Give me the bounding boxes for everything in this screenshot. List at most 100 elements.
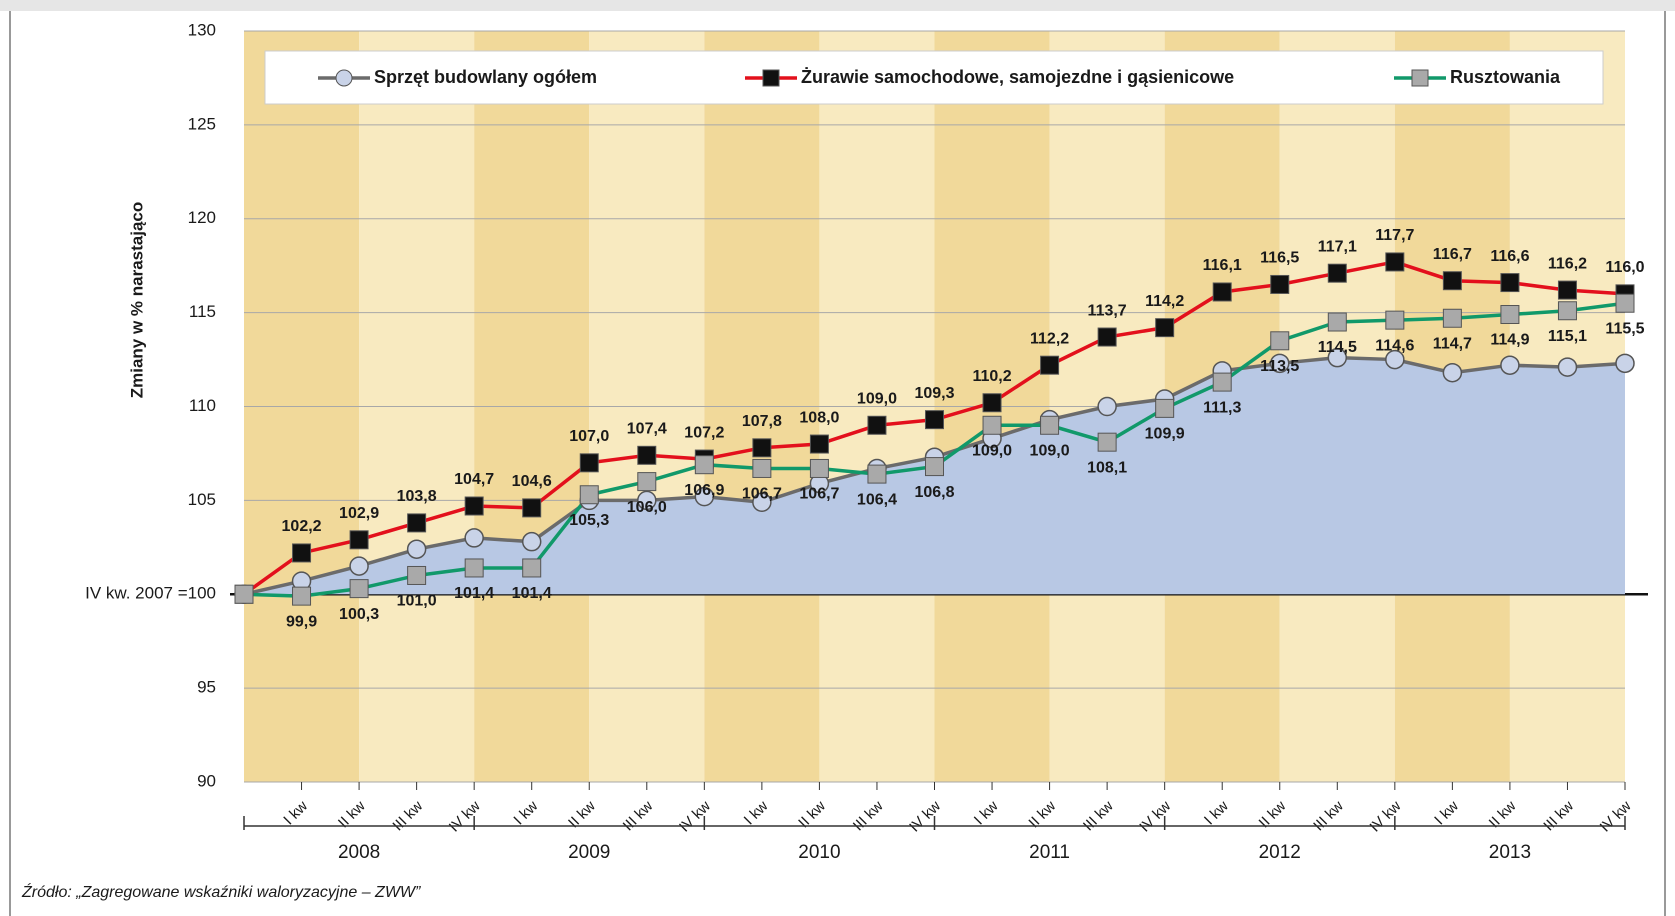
value-label: 104,7 <box>454 471 494 488</box>
marker <box>752 458 772 478</box>
y-tick-label: IV kw. 2007 =100 <box>85 584 216 603</box>
marker <box>1270 331 1290 351</box>
marker <box>579 485 599 505</box>
x-tick-label: I kw <box>1431 797 1462 828</box>
marker <box>694 486 715 507</box>
marker <box>1040 415 1060 435</box>
marker <box>522 498 542 518</box>
marker <box>1097 396 1117 417</box>
marker <box>407 513 427 533</box>
marker <box>1040 355 1060 375</box>
value-label: 105,3 <box>569 512 609 529</box>
year-label: 2012 <box>1259 842 1301 863</box>
value-label: 101,4 <box>454 585 494 602</box>
marker <box>464 496 484 516</box>
value-label: 101,4 <box>512 585 552 602</box>
value-label: 109,0 <box>1030 442 1070 459</box>
year-label: 2009 <box>568 842 610 863</box>
y-axis-label: Zmiany w % narastająco <box>127 202 146 399</box>
y-tick-label: 125 <box>188 114 216 133</box>
x-tick-label: I kw <box>1201 797 1232 828</box>
marker <box>1327 263 1347 283</box>
value-label: 115,1 <box>1548 328 1587 345</box>
x-tick-label: III kw <box>850 798 887 835</box>
y-tick-label: 120 <box>188 208 216 227</box>
marker <box>694 455 714 475</box>
legend-label: Żurawie samochodowe, samojezdne i gąsien… <box>801 67 1234 87</box>
year-label: 2011 <box>1029 842 1070 863</box>
marker <box>809 458 829 478</box>
marker <box>1500 305 1520 325</box>
marker <box>1155 398 1175 418</box>
source: Źródło: „Zagregowane wskaźniki waloryzac… <box>21 882 421 901</box>
marker <box>1385 310 1405 330</box>
marker <box>1500 355 1520 375</box>
value-label: 107,2 <box>684 424 724 441</box>
marker <box>234 584 254 604</box>
value-label: 107,4 <box>627 421 667 438</box>
value-label: 106,0 <box>627 499 667 516</box>
value-label: 116,6 <box>1490 248 1529 265</box>
y-tick-label: 115 <box>189 302 216 321</box>
year-label: 2010 <box>798 842 840 863</box>
value-label: 117,1 <box>1318 238 1357 255</box>
value-label: 101,0 <box>397 593 437 610</box>
value-label: 108,1 <box>1087 459 1127 476</box>
value-label: 112,2 <box>1030 330 1069 347</box>
marker <box>464 528 484 548</box>
marker <box>1327 312 1347 332</box>
legend-box <box>264 50 1604 105</box>
value-label: 102,9 <box>339 505 379 522</box>
x-tick-label: III kw <box>1540 798 1577 835</box>
value-label: 109,0 <box>857 390 897 407</box>
marker <box>925 410 944 430</box>
y-tick-label: 130 <box>188 20 216 39</box>
value-label: 107,8 <box>742 413 782 430</box>
value-label: 109,3 <box>914 385 954 402</box>
x-tick-label: IV kw <box>676 798 714 836</box>
y-tick-label: 90 <box>197 771 216 790</box>
marker <box>1557 357 1578 377</box>
marker <box>982 415 1002 435</box>
x-tick-label: III kw <box>389 798 426 835</box>
legend-marker <box>762 69 780 87</box>
legend-label: Rusztowania <box>1450 67 1561 87</box>
x-tick-label: IV kw <box>1597 798 1635 836</box>
marker <box>1615 353 1635 374</box>
value-label: 115,5 <box>1605 320 1644 337</box>
y-tick-label: 110 <box>189 396 216 415</box>
marker <box>406 539 427 559</box>
marker <box>522 558 542 578</box>
marker <box>521 531 542 552</box>
x-tick-label: IV kw <box>446 798 484 836</box>
marker <box>1442 308 1462 328</box>
marker <box>752 438 772 458</box>
x-tick-label: IV kw <box>1136 798 1174 836</box>
value-label: 114,5 <box>1318 339 1357 356</box>
value-label: 114,9 <box>1490 332 1529 349</box>
value-label: 106,4 <box>857 491 897 508</box>
marker <box>1270 353 1290 374</box>
top-band <box>0 0 1675 11</box>
value-label: 102,2 <box>282 518 322 535</box>
marker <box>809 434 829 454</box>
marker <box>1385 349 1405 370</box>
year-label: 2008 <box>338 842 380 863</box>
marker <box>1155 318 1175 338</box>
marker <box>1615 293 1635 313</box>
marker <box>349 579 369 599</box>
value-label: 113,5 <box>1260 358 1299 375</box>
y-tick-label: 95 <box>197 678 216 697</box>
marker <box>637 490 657 511</box>
x-tick-label: III kw <box>1080 798 1117 835</box>
value-label: 107,0 <box>569 428 609 445</box>
value-label: 109,9 <box>1145 426 1185 443</box>
x-tick-label: I kw <box>510 797 541 828</box>
value-label: 106,7 <box>742 486 782 503</box>
value-label: 116,2 <box>1548 255 1587 272</box>
y-tick-label: 105 <box>188 490 216 509</box>
value-label: 111,3 <box>1203 399 1241 416</box>
marker <box>1212 282 1232 302</box>
